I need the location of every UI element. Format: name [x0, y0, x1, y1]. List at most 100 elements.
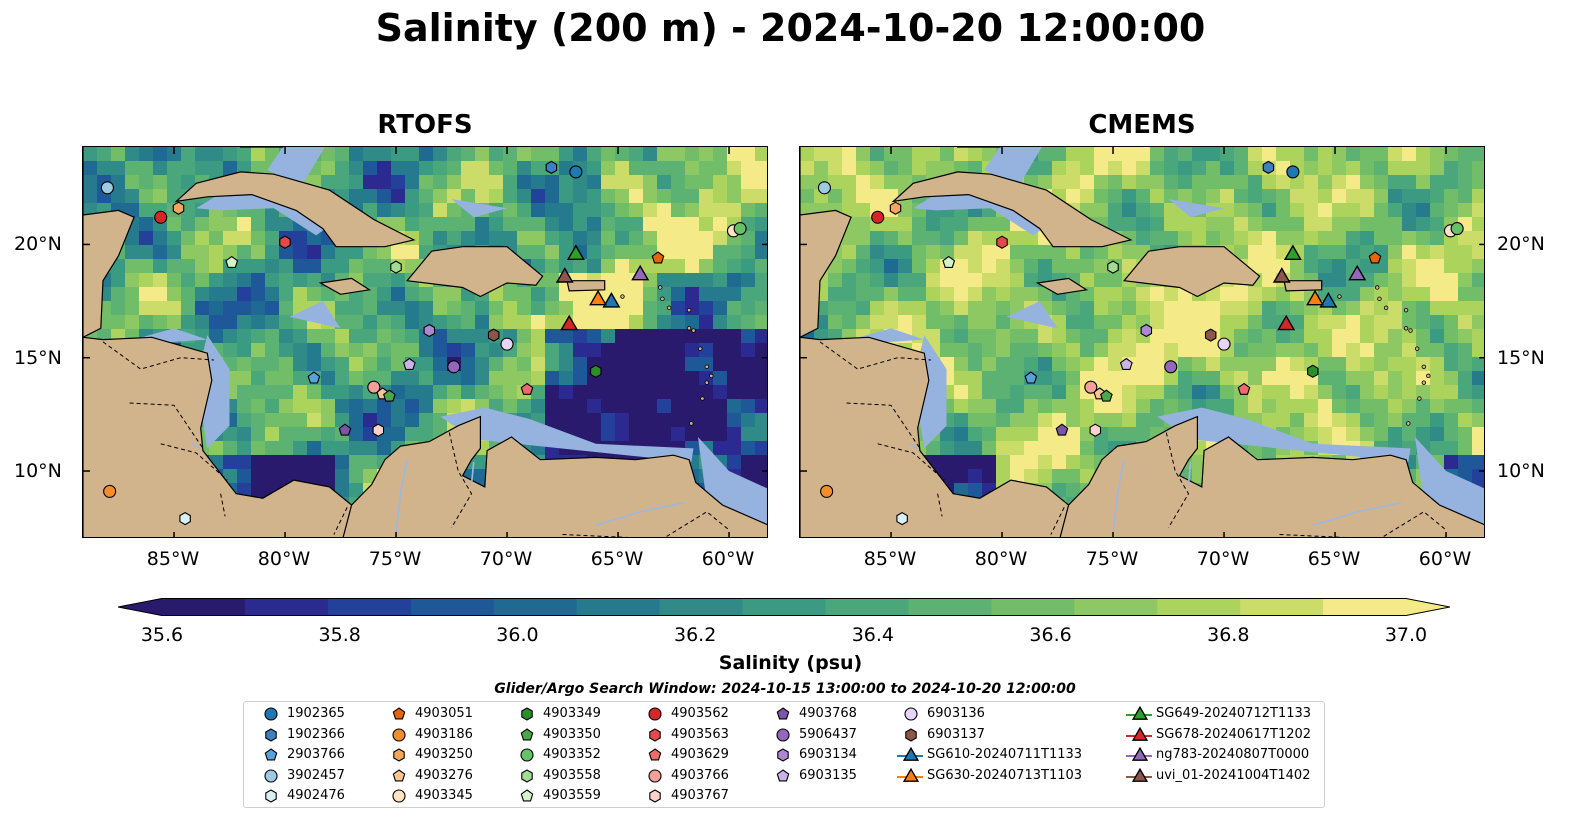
colorbar-tick-label: 36.2	[673, 624, 717, 646]
land-yucatan	[800, 147, 852, 338]
obs-marker-SG649-20240712T1133	[1283, 244, 1302, 261]
lon-tick-cmems-70: 70°W	[1196, 548, 1250, 570]
legend-label: 4902476	[287, 788, 345, 803]
pentagon-marker-icon	[648, 748, 662, 761]
legend-item: 6903134	[777, 745, 857, 765]
obs-marker-4903350	[1100, 389, 1113, 402]
legend-item: SG610-20240711T1133	[897, 745, 1083, 765]
obs-marker-1902366	[1262, 160, 1275, 175]
obs-marker-4903559	[225, 255, 239, 268]
legend-label: 4903186	[415, 726, 473, 742]
legend-item: SG678-20240617T1202	[1126, 725, 1311, 745]
legend-label: 4903051	[415, 706, 473, 721]
circle-marker-icon	[264, 707, 278, 721]
legend-label: 4903766	[671, 767, 729, 783]
colorbar-segment	[493, 598, 578, 616]
circle-marker-icon	[648, 768, 662, 783]
hexagon-marker-icon	[777, 748, 789, 762]
land-cuba	[174, 171, 416, 248]
colorbar-extend-high	[1406, 598, 1450, 616]
triangle-marker-icon	[1126, 746, 1152, 761]
obs-marker-4903051	[1368, 251, 1382, 264]
colorbar	[118, 598, 1450, 616]
obs-marker-SG610-20240711T1133	[602, 292, 621, 308]
triangle-marker-icon	[1126, 726, 1152, 741]
obs-marker-6903135	[1119, 357, 1133, 370]
lat-tick-left-20: 20°N	[14, 233, 62, 255]
legend-item: 4903276	[392, 766, 473, 786]
lat-tick-right-20: 20°N	[1497, 233, 1545, 255]
legend-label: 4903352	[543, 747, 601, 762]
obs-marker-4903767	[1089, 423, 1102, 437]
legend-item: 4903629	[648, 745, 729, 765]
obs-marker-4903349	[590, 364, 602, 378]
obs-marker-4903629	[1237, 382, 1251, 395]
legend-item: 5906437	[776, 725, 857, 745]
legend-item: 4903559	[520, 786, 601, 806]
obs-marker-4903250	[172, 201, 185, 215]
colorbar-segment	[825, 598, 909, 616]
triangle-marker-icon	[1126, 705, 1152, 720]
pentagon-marker-icon	[520, 789, 534, 802]
obs-marker-4903563	[279, 235, 291, 249]
obs-marker-4903766	[367, 380, 381, 394]
hexagon-marker-icon	[905, 727, 917, 742]
land-jamaica	[318, 277, 372, 295]
figure-title: Salinity (200 m) - 2024-10-20 12:00:00	[375, 6, 1206, 50]
triangle-marker-icon	[1126, 767, 1152, 782]
colorbar-tick-label: 36.6	[1029, 624, 1072, 646]
colorbar-segment	[1074, 598, 1158, 616]
circle-marker-icon	[776, 727, 790, 742]
colorbar-segment	[742, 598, 826, 616]
legend-item: 4903186	[392, 725, 473, 745]
colorbar-segment	[908, 598, 992, 616]
pentagon-marker-icon	[264, 748, 278, 761]
obs-marker-4903768	[1055, 423, 1069, 436]
legend-item: 4903766	[648, 766, 729, 786]
colorbar-segment	[410, 598, 495, 616]
obs-marker-4903559	[942, 255, 956, 268]
legend-item: 1902366	[265, 725, 345, 745]
legend-item: 4903051	[392, 704, 473, 724]
obs-marker-3902457	[100, 181, 114, 195]
colorbar-tick-label: 37.0	[1384, 624, 1428, 646]
legend-label: 4903768	[799, 706, 857, 721]
land-yucatan	[83, 147, 135, 338]
legend-item: SG649-20240712T1133	[1126, 704, 1311, 724]
obs-marker-6903134	[1140, 323, 1153, 338]
land-jamaica	[1035, 277, 1089, 295]
legend-item: 4903562	[648, 704, 729, 724]
obs-marker-SG610-20240711T1133	[1319, 292, 1338, 308]
legend-label: uvi_01-20241004T1402	[1156, 767, 1311, 783]
land-puertorico	[566, 280, 606, 292]
lon-tick-cmems-60: 60°W	[1418, 548, 1472, 570]
lon-tick-rtofs-85: 85°W	[146, 548, 200, 570]
obs-marker-4903349	[1307, 364, 1319, 378]
lat-tick-right-15: 15°N	[1497, 347, 1545, 369]
obs-marker-SG630-20240713T1103	[589, 289, 608, 306]
obs-marker-uvi_01-20241004T1402	[555, 267, 574, 283]
colorbar-segment	[1323, 598, 1407, 616]
colorbar-segment	[1157, 598, 1241, 616]
legend: 1902365 1902366 2903766 3902457 4902476 49030…	[243, 701, 1325, 808]
legend-item: 4903345	[392, 786, 473, 806]
hexagon-marker-icon	[521, 707, 533, 721]
legend-label: SG610-20240711T1133	[927, 747, 1083, 762]
legend-label: 4903276	[415, 767, 473, 783]
legend-label: 4903559	[543, 788, 601, 803]
legend-item: ng783-20240807T0000	[1126, 745, 1309, 765]
legend-item: 4903350	[520, 725, 601, 745]
legend-label: 4903563	[671, 726, 729, 742]
colorbar-label: Salinity (psu)	[718, 652, 863, 674]
colorbar-segment	[244, 598, 329, 616]
obs-marker-SG678-20240617T1202	[560, 314, 579, 331]
lon-tick-rtofs-80: 80°W	[257, 548, 311, 570]
obs-marker-6903137	[1204, 328, 1217, 342]
legend-label: 6903135	[799, 767, 857, 783]
obs-marker-4903767	[372, 423, 385, 437]
circle-marker-icon	[264, 768, 278, 783]
obs-marker-4903186	[103, 484, 117, 498]
legend-label: 1902365	[287, 706, 345, 721]
obs-marker-2903766	[307, 371, 321, 384]
pentagon-marker-icon	[392, 707, 406, 720]
